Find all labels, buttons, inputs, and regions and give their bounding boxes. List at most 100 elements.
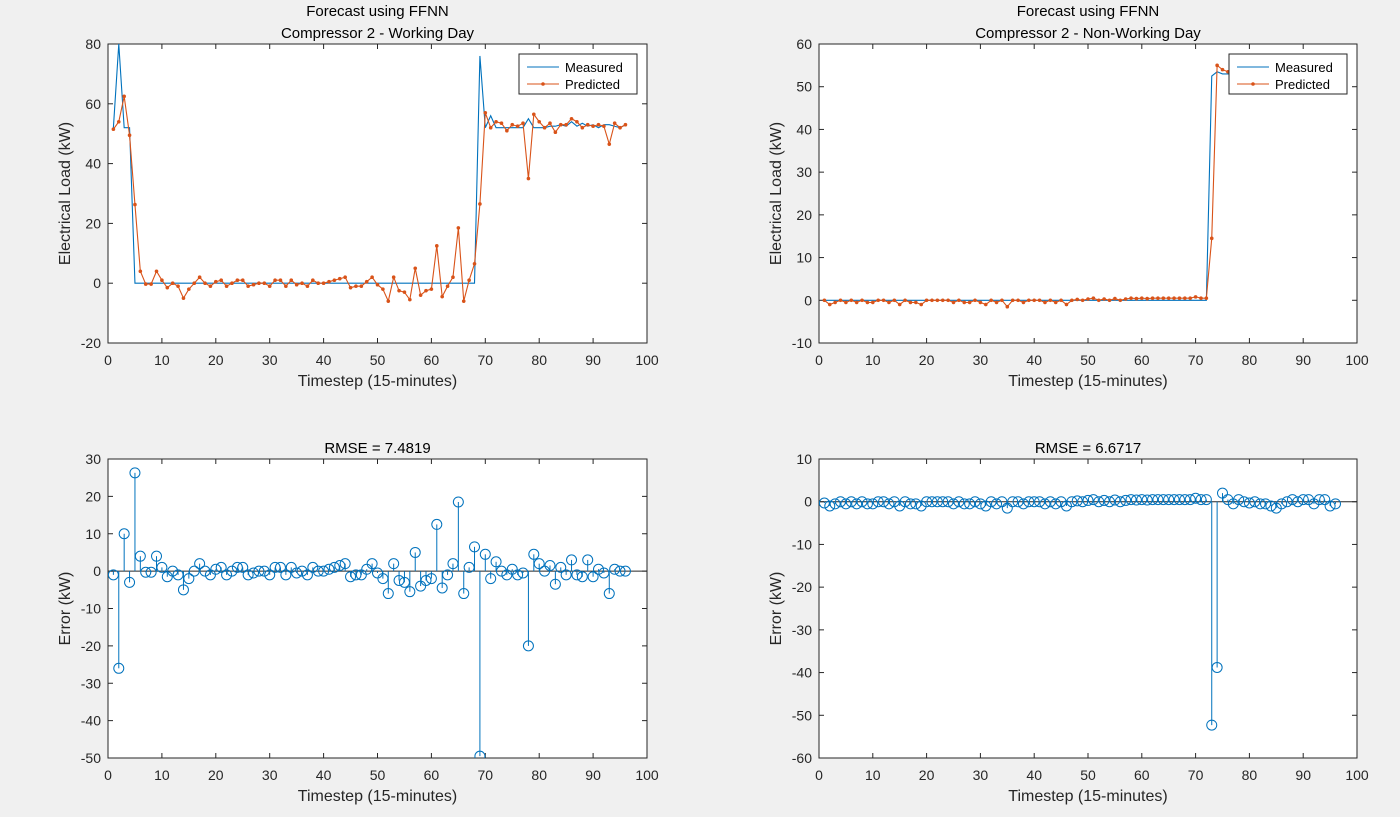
predicted-point (827, 302, 832, 307)
predicted-point (935, 298, 940, 303)
predicted-point (580, 125, 585, 130)
predicted-point (822, 298, 827, 303)
predicted-point (440, 294, 444, 299)
predicted-point (521, 121, 525, 126)
legend: Measured Predicted (518, 53, 638, 95)
predicted-point (181, 296, 186, 300)
stem-marker (312, 565, 324, 577)
predicted-point (429, 287, 434, 291)
y-tick-label: 0 (804, 292, 812, 308)
predicted-point (1220, 67, 1225, 72)
stem-marker (291, 567, 303, 579)
stem-marker (436, 582, 448, 594)
chart-top-left: 0 10 20 30 40 50 60 70 80 90 100-20020406080Timest… (57, 3, 659, 390)
stem-marker (1087, 494, 1099, 506)
predicted-point (273, 278, 277, 283)
x-tick-label: 90 (1295, 352, 1311, 368)
x-tick-label: 0 (815, 767, 823, 783)
predicted-point (526, 176, 531, 181)
predicted-point (1140, 296, 1144, 300)
stem-marker (469, 541, 481, 553)
predicted-point (1070, 298, 1074, 303)
x-tick-label: 30 (973, 352, 989, 368)
predicted-point (1177, 296, 1182, 300)
predicted-point (914, 300, 918, 305)
predicted-point (127, 133, 132, 137)
predicted-point (967, 300, 972, 305)
stem-marker (1023, 496, 1035, 508)
predicted-point (111, 127, 116, 132)
stem-marker (948, 498, 959, 510)
predicted-point (973, 298, 977, 303)
stem-marker (1098, 494, 1110, 506)
predicted-point (149, 282, 153, 286)
predicted-point (854, 300, 859, 305)
series-layer (111, 44, 628, 303)
predicted-point (607, 142, 612, 146)
predicted-point (924, 298, 929, 303)
predicted-point (192, 281, 197, 286)
stem-marker (1329, 498, 1341, 510)
x-tick-label: 100 (1345, 352, 1369, 368)
predicted-point (467, 278, 471, 283)
x-tick-label: 60 (424, 767, 440, 783)
stem-marker (921, 496, 933, 508)
predicted-point (903, 298, 907, 303)
predicted-point (1129, 296, 1133, 300)
stem-marker (1109, 494, 1121, 506)
predicted-point (1043, 300, 1047, 305)
predicted-point (397, 288, 401, 293)
y-tick-label: 0 (93, 275, 101, 291)
predicted-point (532, 112, 536, 117)
stem-marker (431, 518, 443, 530)
predicted-point (1048, 298, 1053, 303)
y-tick-label: 40 (796, 121, 812, 137)
predicted-point (887, 300, 891, 305)
stem-marker (566, 554, 578, 566)
stem-marker (582, 554, 594, 566)
predicted-point (989, 298, 993, 303)
stem-marker (248, 567, 260, 579)
x-tick-label: 40 (316, 767, 332, 783)
x-tick-label: 30 (262, 352, 278, 368)
predicted-point (294, 282, 299, 287)
stem-marker (145, 566, 157, 578)
predicted-point (1102, 297, 1106, 301)
x-tick-label: 100 (635, 767, 659, 783)
y-tick-label: 60 (85, 96, 101, 112)
y-tick-label: -30 (81, 675, 101, 691)
measured-line (112, 44, 626, 284)
y-axis-label: Electrical Load (kW) (768, 122, 785, 265)
predicted-point (542, 125, 547, 130)
predicted-point (1000, 298, 1004, 303)
y-tick-label: 20 (85, 488, 101, 504)
y-tick-label: -10 (81, 601, 101, 617)
predicted-point (1053, 300, 1058, 305)
x-tick-label: 40 (1026, 352, 1042, 368)
predicted-point (1010, 298, 1015, 303)
stem-marker (264, 569, 276, 581)
predicted-point (510, 122, 515, 127)
stem-marker (931, 496, 943, 508)
predicted-point (197, 275, 202, 280)
predicted-point (919, 302, 924, 307)
predicted-point (284, 284, 288, 288)
predicted-point (865, 300, 870, 305)
stem-marker (1217, 487, 1228, 499)
legend: Measured Predicted (1228, 53, 1348, 95)
stem-marker (619, 565, 631, 577)
predicted-point (122, 94, 126, 99)
y-tick-label: 20 (85, 215, 101, 231)
stem-marker (1243, 497, 1255, 509)
predicted-point (1188, 296, 1193, 300)
x-axis-label: Timestep (15-minutes) (298, 788, 457, 805)
predicted-point (881, 298, 886, 303)
predicted-point (208, 284, 213, 288)
stem-marker (1200, 494, 1212, 506)
chart-title: Forecast using FFNN (306, 3, 449, 20)
predicted-point (1005, 304, 1010, 309)
stem-marker (474, 750, 486, 758)
predicted-point (165, 285, 170, 290)
predicted-point (1172, 296, 1176, 300)
stem-marker (872, 496, 884, 508)
